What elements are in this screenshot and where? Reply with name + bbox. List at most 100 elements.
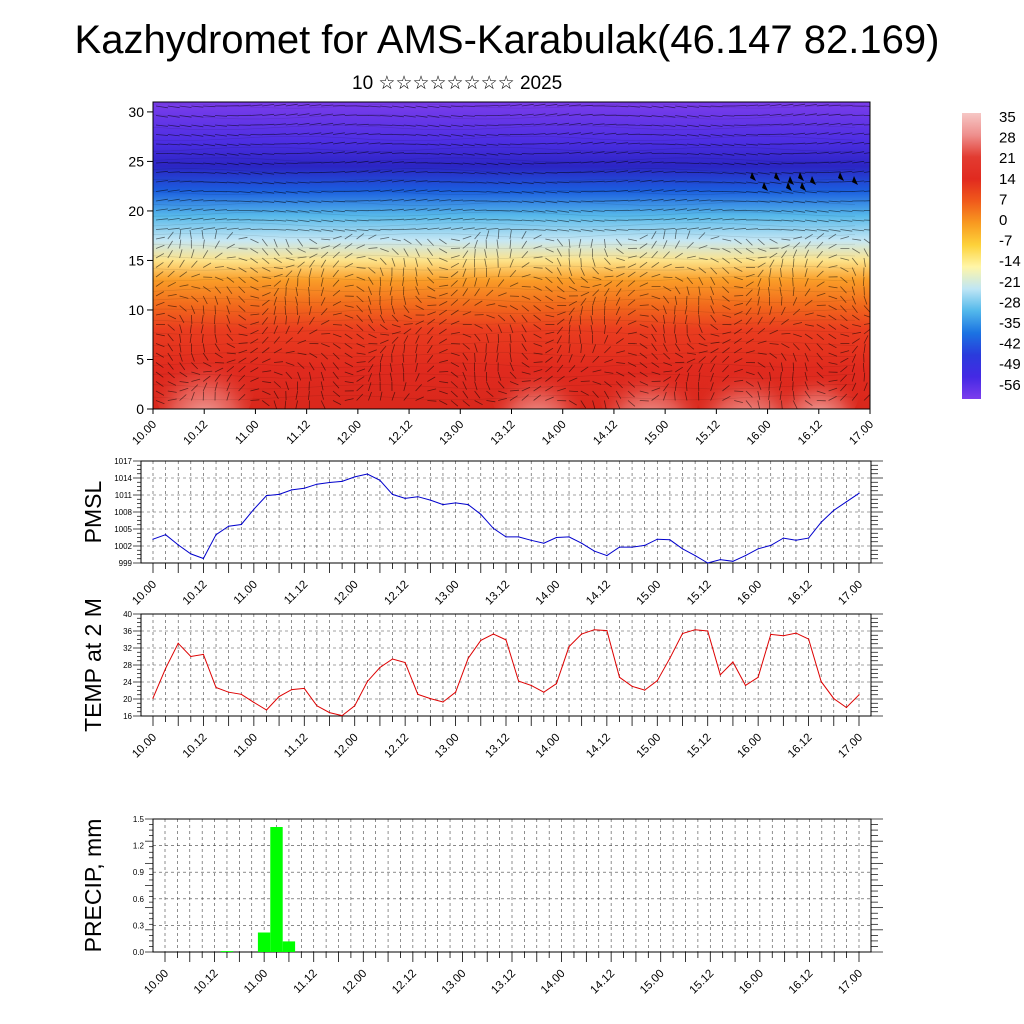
wind-barb — [296, 305, 298, 316]
x-tick-label: 11.00 — [232, 579, 260, 607]
wind-barb — [380, 333, 390, 336]
wind-barb — [203, 370, 213, 373]
wind-barb — [769, 306, 773, 316]
wind-barb — [533, 305, 541, 312]
wind-barb — [733, 248, 742, 255]
wind-barb — [792, 400, 798, 409]
wind-barb — [191, 153, 204, 156]
y-tick-label: 1017 — [114, 457, 132, 466]
wind-barb — [804, 371, 808, 381]
wind-barb — [674, 373, 681, 382]
wind-barb — [474, 277, 478, 287]
pmsl-point — [291, 489, 293, 491]
temp2m-point — [467, 657, 469, 659]
pmsl-point — [404, 497, 406, 499]
wind-barb — [533, 245, 543, 249]
temp2m-point — [202, 653, 204, 656]
wind-barb — [226, 343, 235, 348]
wind-barb — [863, 257, 866, 267]
wind-barb — [391, 115, 404, 118]
wind-barb — [486, 333, 489, 343]
wind-barb — [368, 160, 381, 164]
wind-barb — [745, 317, 752, 325]
wind-barb — [391, 238, 401, 242]
wind-barb — [486, 219, 499, 221]
x-tick-label: 14.12 — [584, 732, 613, 761]
wind-barb — [238, 324, 247, 329]
wind-barb — [226, 191, 239, 193]
pmsl-point — [669, 539, 671, 541]
temp2m-point — [681, 632, 684, 635]
wind-barb — [309, 362, 315, 371]
wind-barb — [663, 314, 666, 324]
wind-barb — [580, 306, 583, 316]
wind-barb — [238, 295, 246, 303]
wind-barb — [273, 181, 286, 185]
wind-barb — [484, 362, 487, 372]
contour-streak — [153, 211, 856, 217]
wind-barb — [580, 151, 593, 154]
wind-barb — [167, 371, 175, 379]
wind-barb — [497, 268, 501, 278]
contour-streak — [153, 200, 856, 206]
wind-barb — [250, 399, 260, 401]
wind-barb — [768, 381, 770, 391]
wind-barb — [486, 134, 499, 136]
wind-barb — [745, 371, 755, 376]
wind-barb — [745, 281, 754, 287]
wind-barb — [179, 208, 192, 211]
wind-barb — [639, 304, 649, 306]
wind-barb — [450, 280, 458, 287]
wind-barb — [474, 231, 481, 240]
wind-barb — [285, 219, 298, 222]
wind-barb — [509, 172, 522, 175]
wind-barb — [498, 134, 511, 136]
wind-barb — [474, 324, 483, 329]
wind-barb — [710, 333, 720, 337]
temp2m-point — [492, 633, 494, 635]
wind-barb — [686, 181, 700, 183]
wind-barb — [769, 371, 772, 381]
pmsl-point — [215, 534, 217, 536]
wind-barb — [780, 267, 782, 278]
wind-barb — [557, 200, 570, 203]
wind-barb — [155, 143, 169, 145]
wind-barb — [521, 200, 534, 204]
wind-barb — [450, 343, 461, 345]
wind-barb — [792, 258, 795, 268]
wind-barb — [616, 229, 629, 231]
wind-barb — [663, 263, 672, 268]
wind-barb — [710, 143, 723, 147]
wind-barb — [828, 210, 841, 213]
wind-barb — [863, 124, 870, 126]
wind-barb — [238, 365, 246, 373]
wind-barb — [722, 218, 735, 221]
y-tick-label: 0.0 — [133, 948, 145, 957]
wind-barb — [863, 323, 870, 325]
wind-barb — [781, 191, 794, 194]
wind-barb — [769, 252, 778, 259]
wind-barb — [273, 390, 279, 399]
wind-barb — [202, 382, 208, 392]
wind-barb — [498, 390, 507, 395]
wind-barb — [167, 143, 180, 146]
wind-barb — [852, 132, 865, 135]
wind-barb — [250, 257, 259, 264]
wind-barb — [427, 345, 433, 354]
wind-barb — [568, 325, 571, 335]
x-tick-label: 12.12 — [390, 968, 419, 997]
wind-barb — [545, 122, 558, 126]
wind-barb — [710, 314, 717, 323]
y-tick-label: 5 — [136, 351, 144, 367]
wind-barb — [415, 305, 424, 310]
wind-barb — [710, 172, 723, 174]
x-tick-label: 14.12 — [584, 579, 613, 608]
y-tick-label: 1011 — [115, 491, 133, 500]
wind-barb — [332, 352, 340, 360]
wind-barb — [604, 267, 613, 272]
temp2m-point — [581, 633, 583, 635]
wind-barb — [262, 162, 275, 165]
wind-barb — [674, 382, 677, 392]
wind-barb — [840, 384, 847, 392]
wind-barb — [203, 124, 216, 127]
